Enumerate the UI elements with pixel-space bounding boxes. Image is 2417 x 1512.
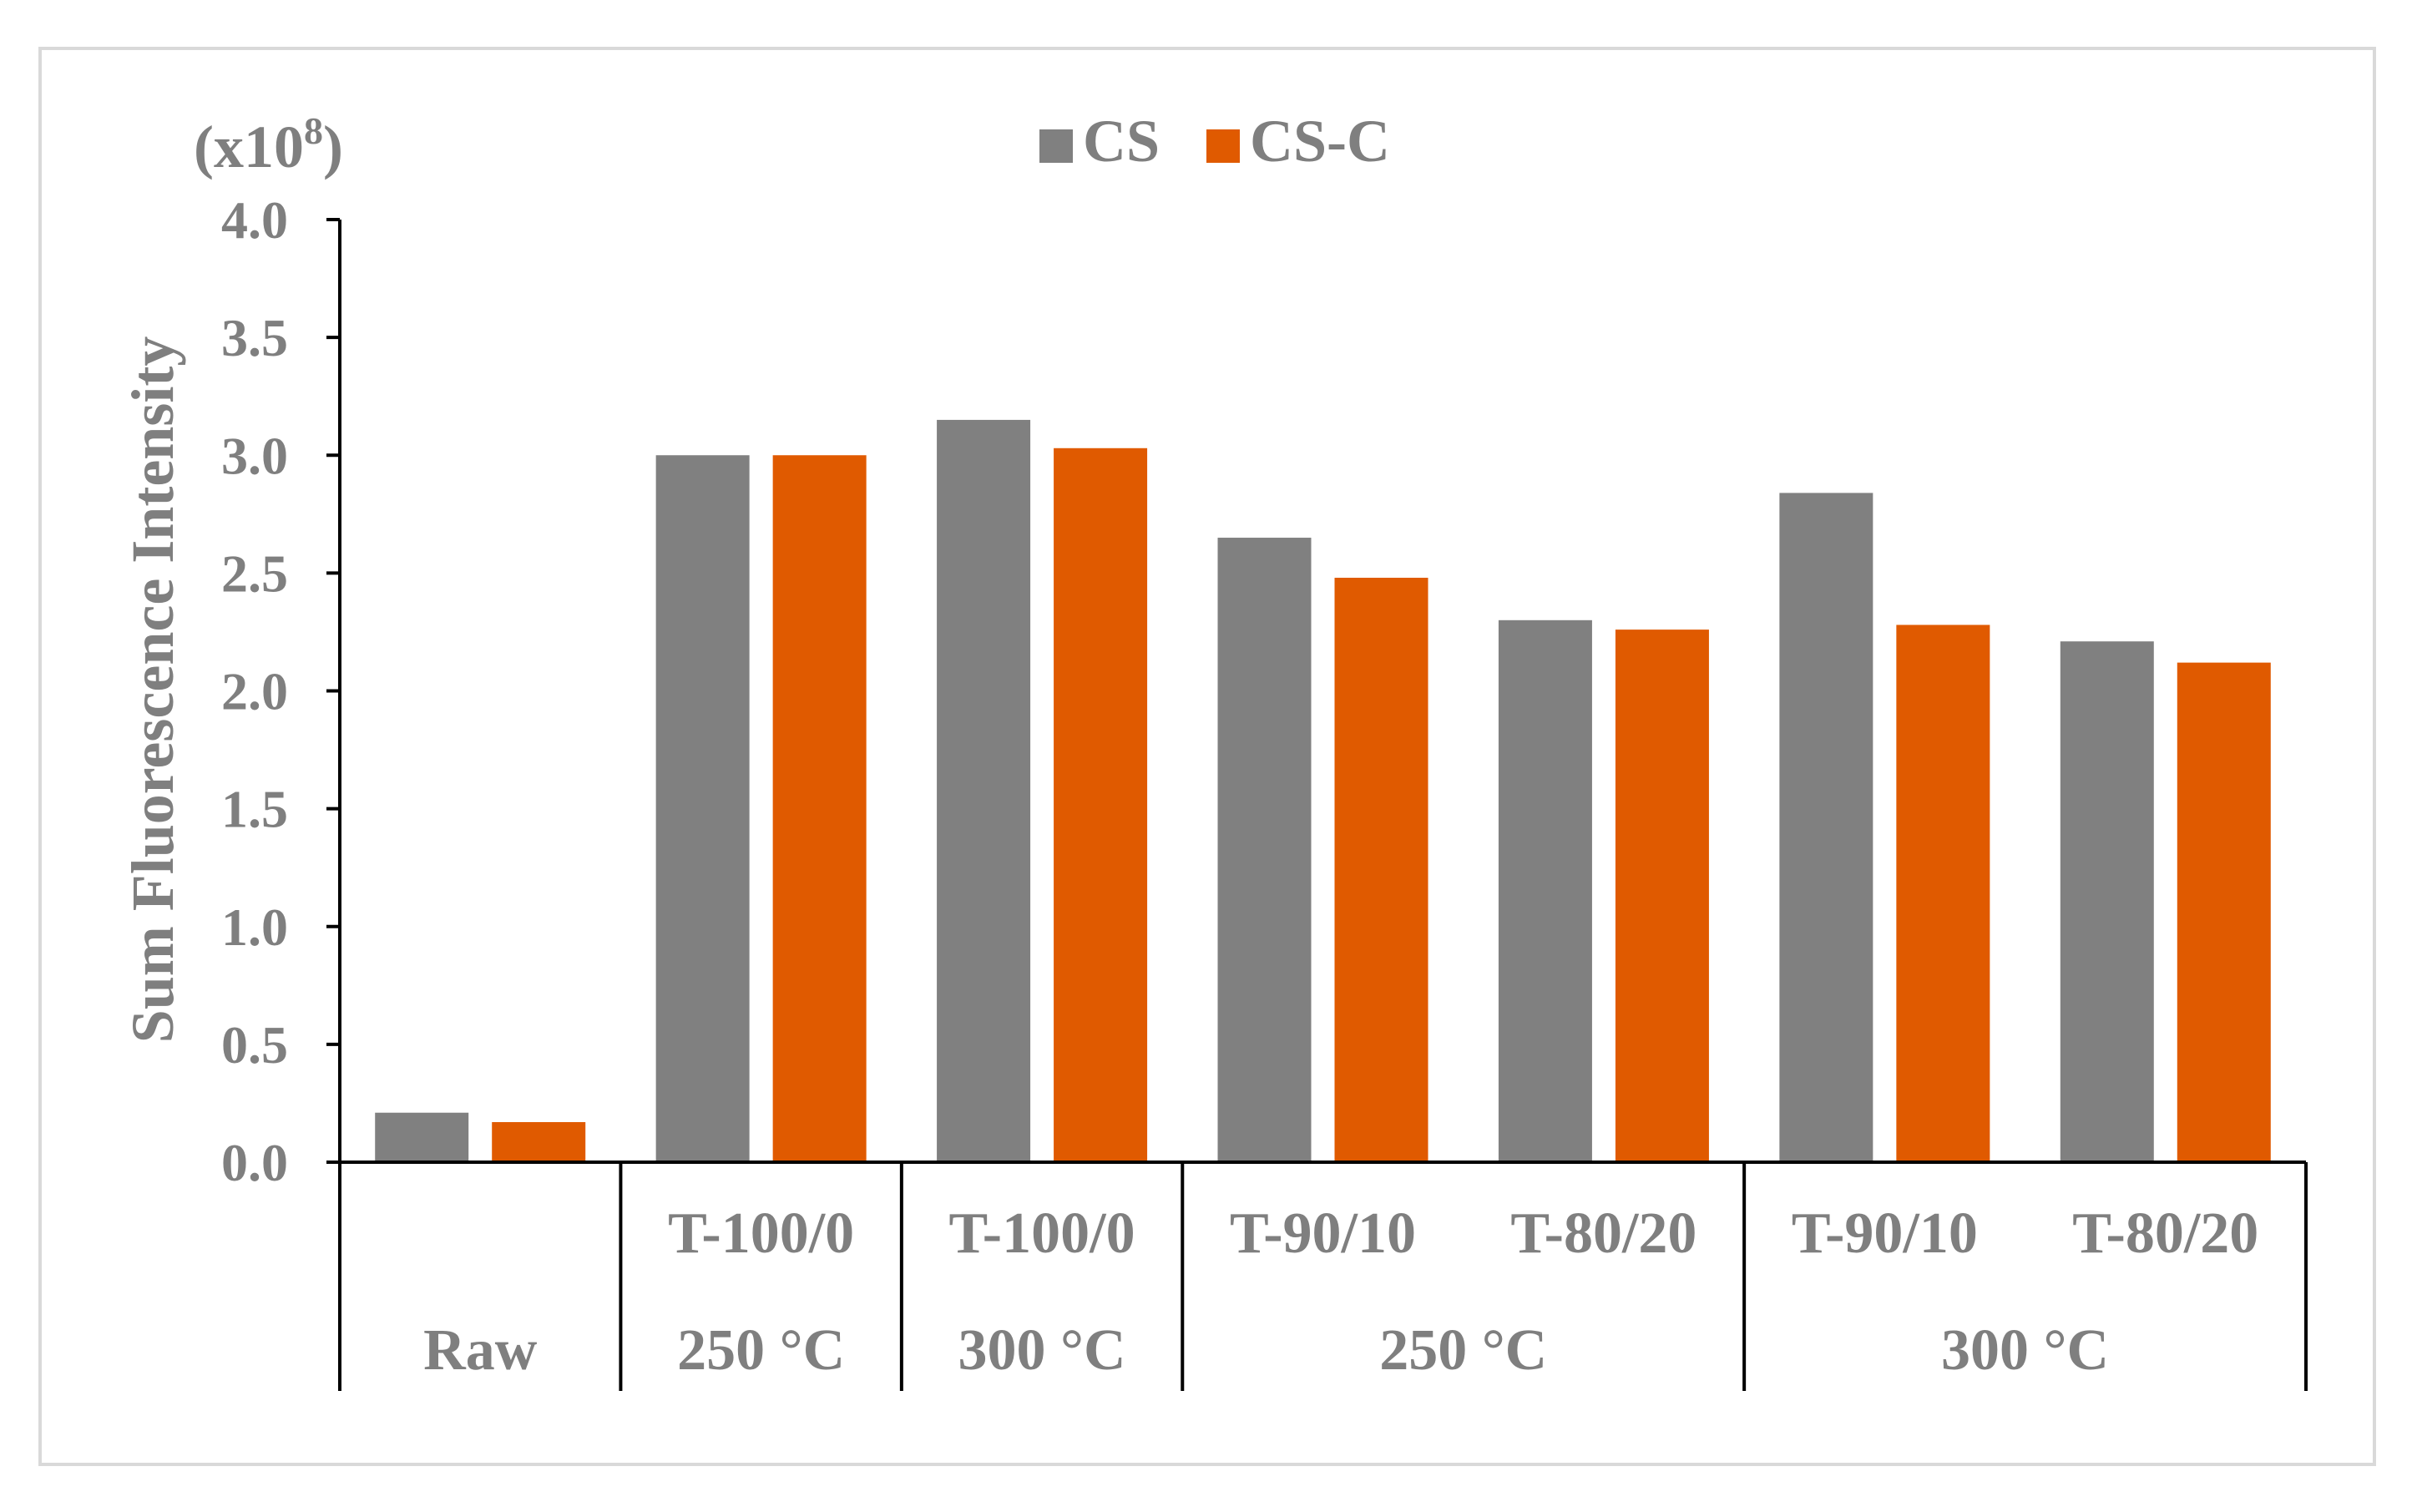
- y-multiplier-label: (x108): [194, 109, 343, 180]
- y-multiplier-exponent: 8: [304, 109, 323, 152]
- legend-label-cs: CS: [1083, 108, 1160, 174]
- x-axis: T-100/0 T-100/0 T-90/10 T-80/20 T-90/10 T-80/…: [338, 1161, 2308, 1391]
- bar-cs-1: [655, 455, 750, 1162]
- bar-cs-c-3: [1334, 578, 1428, 1162]
- bar-cs-0: [375, 1112, 469, 1162]
- legend-swatch-cs-c: [1206, 129, 1240, 163]
- y-tick-label: 3.0: [221, 426, 288, 485]
- y-tick-label: 4.0: [221, 190, 288, 250]
- x-category-label: T-80/20: [1510, 1201, 1696, 1266]
- y-tick-label: 2.0: [221, 662, 288, 721]
- y-axis: 0.0 0.5 1.0 1.5 2.0 2.5 3.0 3.5 4.0 Sum Fluoresce…: [119, 109, 343, 1192]
- bar-cs-c-1: [772, 455, 867, 1162]
- bar-cs-2: [937, 419, 1031, 1163]
- x-group-label: Raw: [423, 1318, 538, 1383]
- x-category-label: T-90/10: [1230, 1201, 1416, 1266]
- y-tick-label: 3.5: [221, 308, 288, 367]
- y-tick-label: 2.5: [221, 544, 288, 603]
- legend-swatch-cs: [1039, 129, 1073, 163]
- legend-label-cs-c: CS-C: [1250, 108, 1390, 174]
- bar-cs-3: [1217, 538, 1312, 1162]
- bar-cs-c-2: [1054, 448, 1148, 1162]
- y-axis-title: Sum Fluorescence Intensity: [119, 336, 186, 1044]
- x-group-label: 300 °C: [1941, 1318, 2109, 1383]
- x-group-label: 250 °C: [677, 1318, 845, 1383]
- y-multiplier-base: (x10: [194, 114, 304, 180]
- bar-cs-c-4: [1615, 630, 1709, 1162]
- y-tick-label: 1.0: [221, 898, 288, 957]
- bar-cs-c-0: [492, 1122, 586, 1162]
- bar-cs-4: [1498, 619, 1592, 1162]
- y-tick-label: 0.5: [221, 1015, 288, 1075]
- bars: [375, 419, 2271, 1163]
- bar-cs-c-6: [2177, 662, 2271, 1162]
- legend: CS CS-C: [1039, 108, 1390, 174]
- bar-cs-c-5: [1896, 625, 1990, 1162]
- x-category-label: T-80/20: [2072, 1201, 2258, 1266]
- x-category-label: T-90/10: [1792, 1201, 1978, 1266]
- y-tick-label: 1.5: [221, 780, 288, 839]
- bar-cs-6: [2060, 641, 2154, 1162]
- x-category-label: T-100/0: [949, 1201, 1135, 1266]
- y-multiplier-close: ): [323, 114, 343, 180]
- x-group-label: 300 °C: [958, 1318, 1126, 1383]
- x-group-label: 250 °C: [1379, 1318, 1547, 1383]
- bar-cs-5: [1779, 493, 1873, 1162]
- x-category-label: T-100/0: [668, 1201, 854, 1266]
- y-tick-label: 0.0: [221, 1133, 288, 1192]
